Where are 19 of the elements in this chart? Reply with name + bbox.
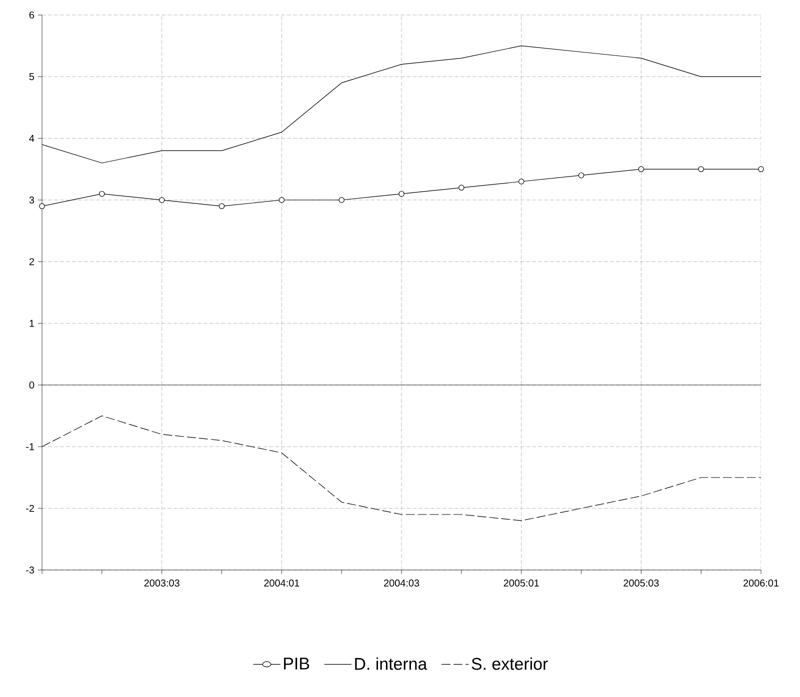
y-tick-label: 2 xyxy=(29,258,34,266)
x-tick-label: 2006:01 xyxy=(744,580,779,587)
y-tick-label: -1 xyxy=(26,443,34,450)
y-tick-label: -3 xyxy=(26,566,34,574)
y-tick-label: 3 xyxy=(29,196,34,204)
y-tick-label: 1 xyxy=(30,320,34,327)
x-tick-label: 2004:01 xyxy=(264,580,300,587)
legend-label: S. exterior xyxy=(472,657,548,670)
x-tick-label: 2005:01 xyxy=(504,580,539,587)
x-tick-label: 2005:03 xyxy=(624,580,659,587)
y-tick-label: 6 xyxy=(29,11,34,19)
y-tick-label: 5 xyxy=(29,73,34,80)
legend-label: PIB xyxy=(284,658,310,670)
legend-label: D. interna xyxy=(355,657,428,670)
x-tick-label: 2004:03 xyxy=(384,580,420,587)
x-tick-label: 2003:03 xyxy=(144,580,180,587)
y-tick-label: 0 xyxy=(29,381,34,389)
y-tick-label: -2 xyxy=(26,504,34,512)
y-tick-label: 4 xyxy=(29,134,34,142)
